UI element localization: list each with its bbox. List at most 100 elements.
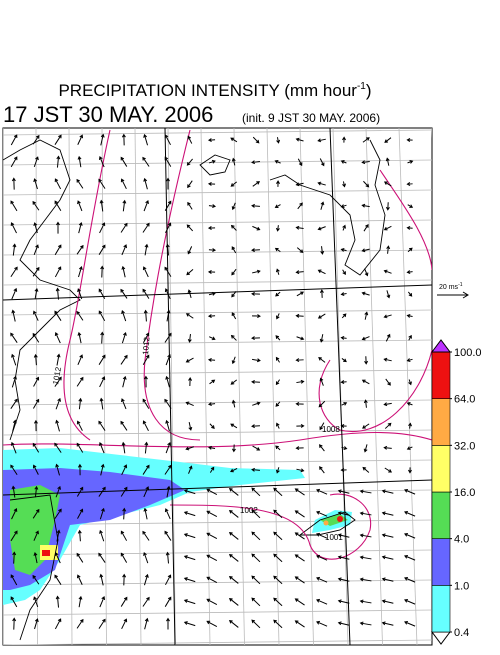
wind-arrow <box>77 354 83 366</box>
wind-arrow <box>121 244 128 256</box>
wind-arrow <box>340 160 347 164</box>
wind-arrow <box>32 442 40 453</box>
wind-arrow <box>206 576 218 584</box>
grid-line <box>3 279 432 286</box>
wind-arrow <box>207 138 216 143</box>
wind-arrow <box>32 574 40 585</box>
wind-arrow <box>362 137 370 143</box>
wind-arrow <box>252 181 261 187</box>
wind-arrow <box>404 620 416 627</box>
wind-arrow <box>122 573 127 586</box>
wind-arrow <box>98 354 106 365</box>
wind-arrow <box>406 446 413 450</box>
wind-arrow <box>228 487 239 496</box>
isobars <box>3 129 432 560</box>
wind-arrow <box>10 464 18 475</box>
wind-arrow <box>98 156 105 168</box>
wind-arrow <box>187 333 192 343</box>
colorbar-over <box>431 339 451 353</box>
wind-arrow <box>251 597 261 607</box>
isobar-label: 1008 <box>322 425 340 434</box>
wind-arrow <box>33 178 38 190</box>
grid-line <box>167 128 176 645</box>
wind-arrow <box>10 222 17 234</box>
wind-arrow <box>364 311 369 320</box>
wind-arrow <box>385 202 390 211</box>
wind-arrow <box>363 224 369 232</box>
wind-arrow <box>32 398 40 409</box>
wind-arrow <box>320 246 325 255</box>
wind-arrow <box>100 331 105 344</box>
wind-arrow <box>296 423 305 428</box>
wind-arrow <box>121 398 127 410</box>
wind-arrow <box>316 488 328 495</box>
wind-arrow <box>122 507 127 520</box>
wind-arrow <box>230 334 237 341</box>
wind-arrow <box>10 332 18 343</box>
wind-arrow <box>337 489 350 494</box>
wind-arrow <box>10 530 18 542</box>
wind-arrow <box>231 399 236 408</box>
map: 1012 1012 1008 1002 1001 <box>2 127 433 646</box>
wind-arrow <box>76 486 84 497</box>
wind-arrow <box>231 356 236 365</box>
colorbar-under <box>431 631 451 645</box>
wind-arrow <box>383 225 392 231</box>
wind-arrow <box>187 180 193 189</box>
wind-arrow <box>143 486 150 498</box>
grid-line <box>365 128 383 645</box>
wind-arrow <box>100 463 105 476</box>
grid-line <box>3 579 432 586</box>
wind-arrow <box>99 222 106 234</box>
wind-arrow <box>77 529 82 542</box>
title-text: PRECIPITATION INTENSITY (mm hour <box>58 81 357 100</box>
wind-arrow <box>361 203 370 208</box>
wind-arrow <box>166 309 171 322</box>
colorbar-tick-label: 64.0 <box>454 394 475 406</box>
wind-arrow <box>186 158 193 166</box>
wind-arrow <box>295 137 304 142</box>
wind-arrow <box>340 292 347 296</box>
vector-reference-superscript: -1 <box>458 282 463 288</box>
wind-arrow <box>319 377 324 386</box>
wind-arrow <box>165 574 172 586</box>
wind-arrow <box>294 554 305 562</box>
grid-line <box>200 128 211 645</box>
wind-arrow <box>317 138 326 143</box>
wind-arrow <box>275 401 281 407</box>
wind-arrow <box>142 332 150 344</box>
wind-arrow <box>316 598 328 605</box>
wind-arrow <box>207 314 216 319</box>
wind-arrow <box>273 553 283 563</box>
wind-arrow <box>383 402 392 407</box>
wind-arrow <box>77 508 84 519</box>
wind-arrow <box>183 533 196 539</box>
wind-arrow <box>54 310 62 321</box>
wind-arrow <box>404 532 416 539</box>
coastline-island-south <box>9 494 59 641</box>
precip-extreme-east <box>337 516 343 522</box>
wind-arrow <box>12 551 17 564</box>
wind-arrow <box>274 159 281 164</box>
boundary-line <box>3 284 432 301</box>
wind-arrow <box>55 419 60 432</box>
wind-arrow <box>251 553 261 563</box>
isobar <box>63 129 111 441</box>
wind-arrow <box>228 619 239 628</box>
wind-arrow <box>143 573 149 586</box>
wind-arrow <box>251 248 260 253</box>
wind-arrow <box>183 555 196 561</box>
wind-arrow <box>275 268 280 275</box>
vector-reference-arrow <box>437 291 469 299</box>
wind-arrow <box>98 618 106 629</box>
wind-arrow <box>407 204 414 208</box>
wind-arrow <box>33 353 38 366</box>
wind-arrow <box>143 177 148 190</box>
wind-arrow <box>12 243 17 256</box>
wind-arrow <box>11 177 16 190</box>
wind-arrow <box>165 419 170 432</box>
wind-arrow <box>165 375 170 388</box>
wind-arrow <box>10 266 18 278</box>
precip-heavy <box>10 485 60 575</box>
wind-arrow <box>406 358 413 362</box>
